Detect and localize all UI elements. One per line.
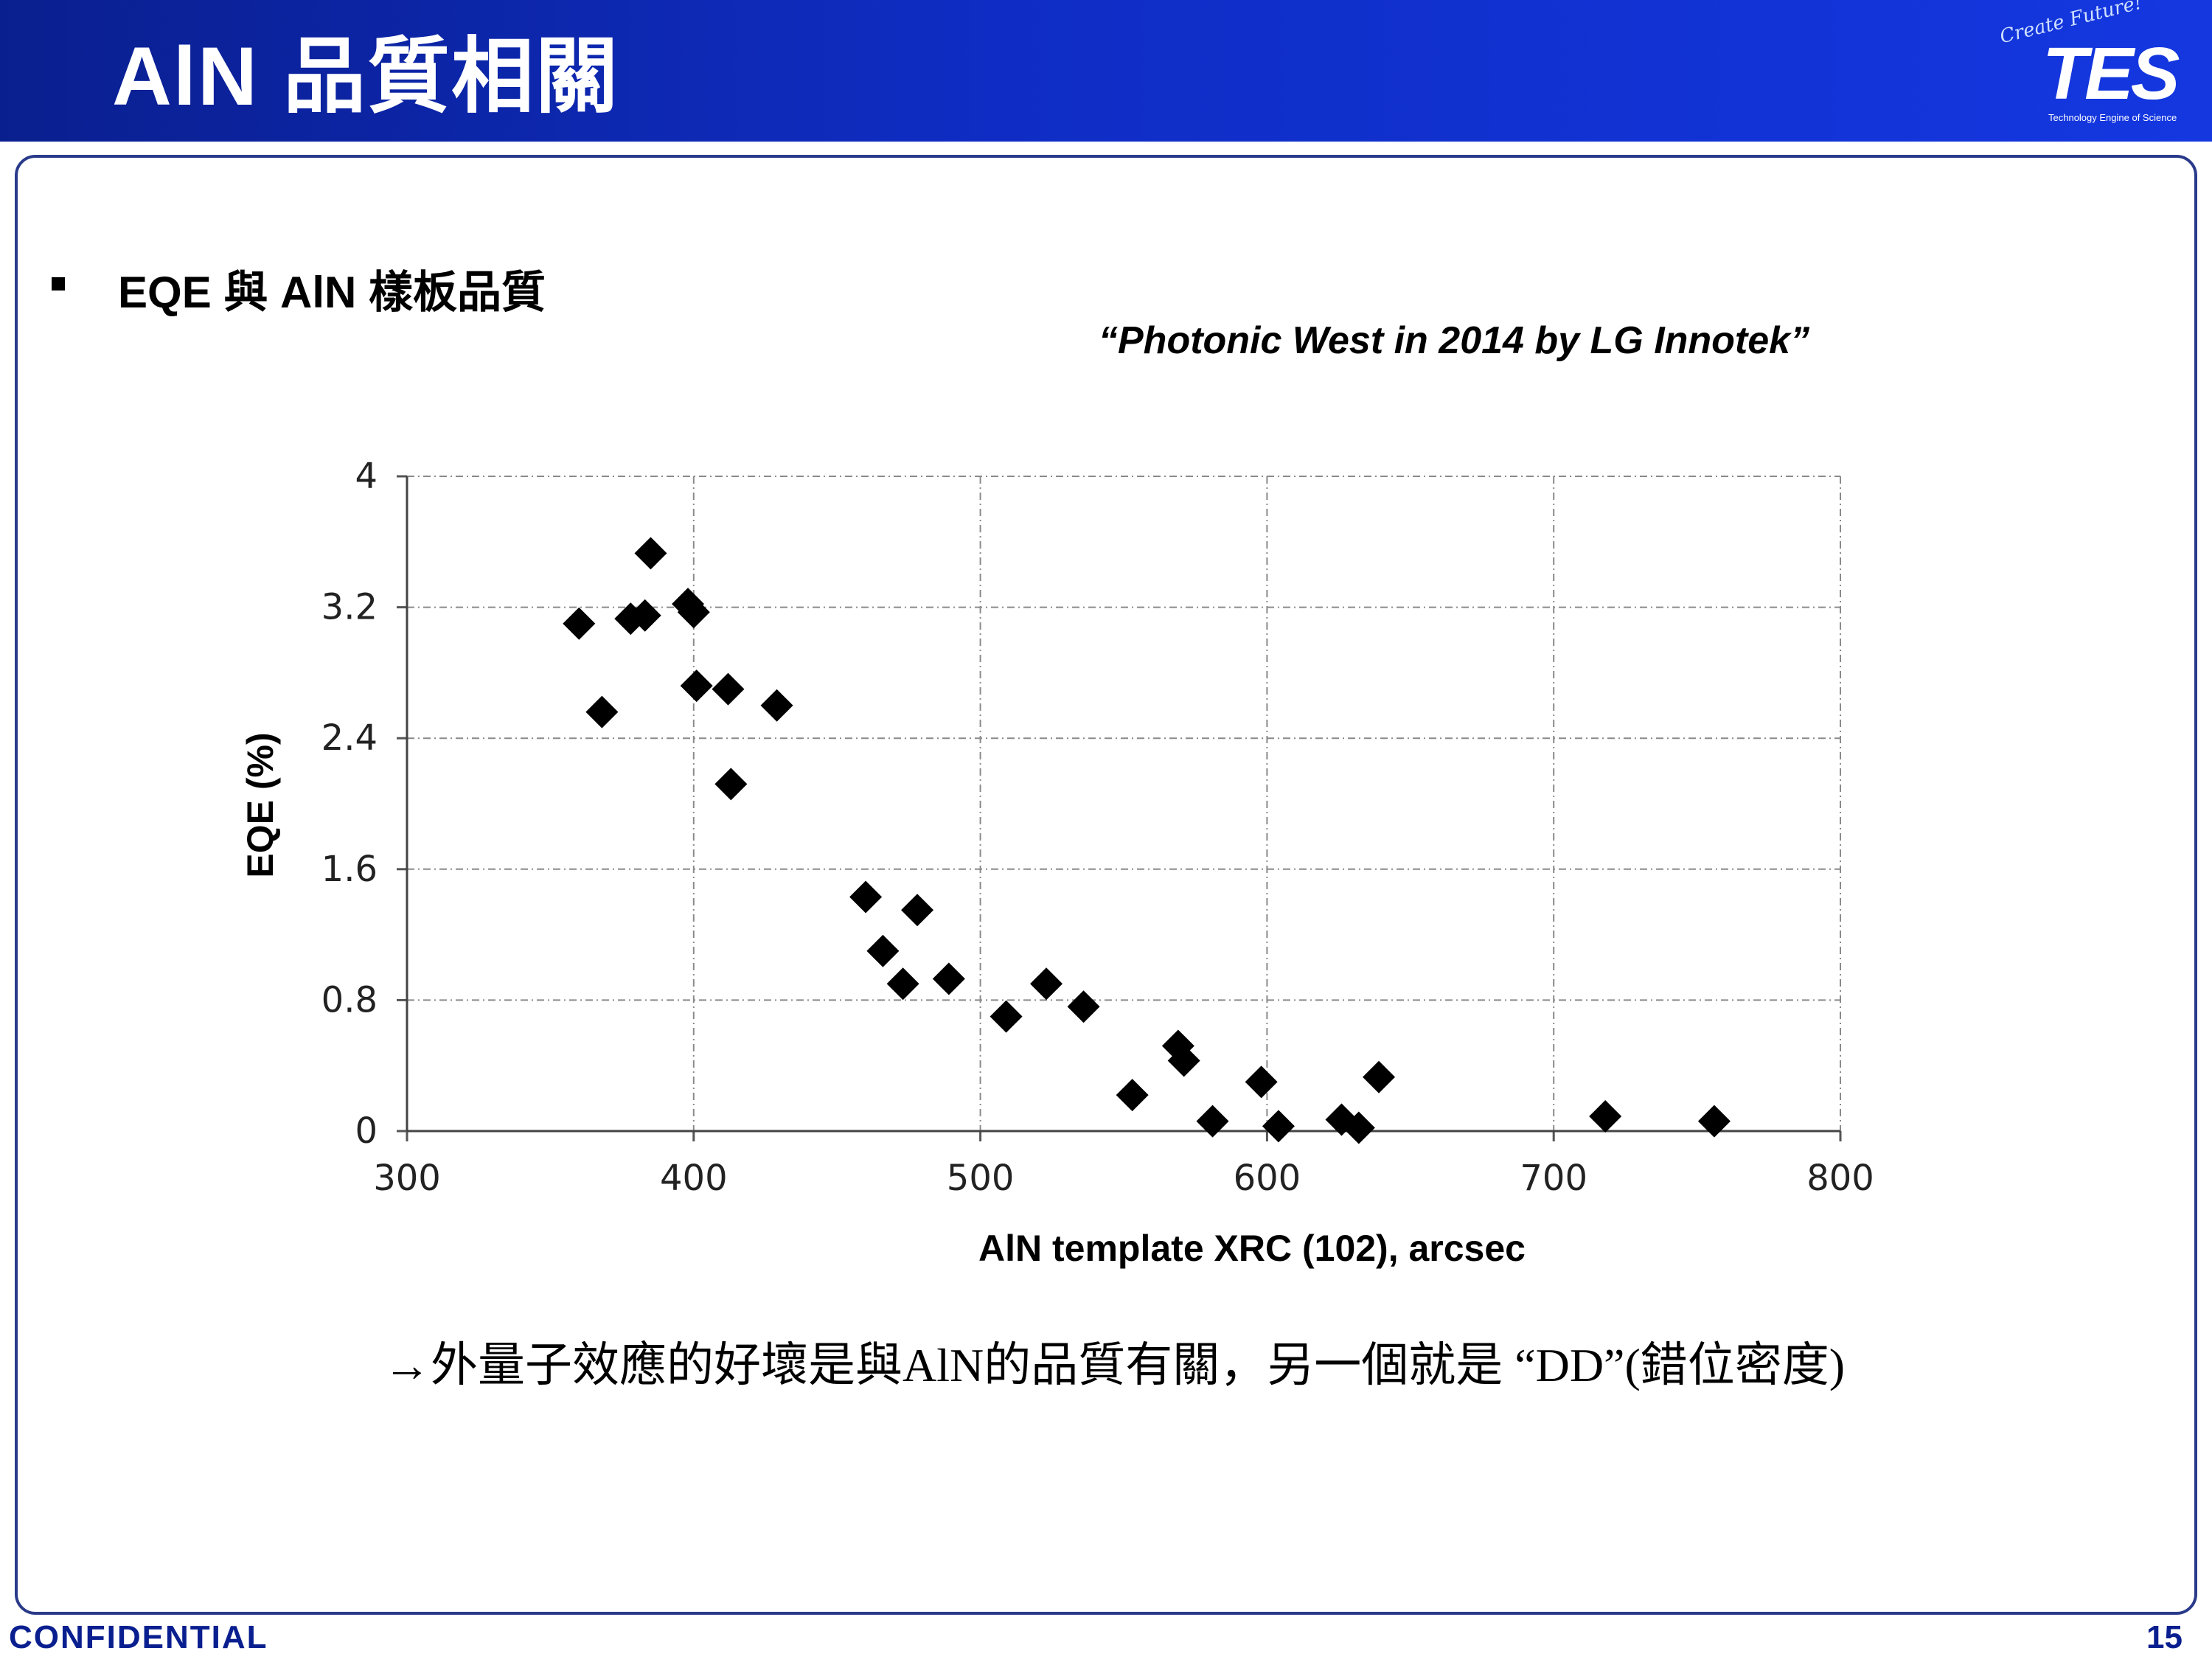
y-axis-title: EQE (%) [240, 732, 281, 877]
data-point [1067, 990, 1100, 1023]
content-panel [15, 155, 2197, 1615]
data-point [677, 596, 710, 629]
eqe-scatter-chart: 0 0.8 1.6 2.4 3.2 4 300 400 500 600 700 800 AlN te… [240, 456, 1874, 1269]
x-tick-labels: 300 400 500 600 700 800 [373, 1158, 1874, 1199]
data-point [1262, 1110, 1295, 1143]
data-point [886, 967, 919, 1001]
chart-grid [406, 476, 1841, 1132]
x-tick-label: 500 [947, 1158, 1015, 1199]
x-tick-label: 800 [1806, 1158, 1874, 1199]
conclusion-text: →外量子效應的好壞是與AlN的品質有關，另一個就是 “DD”(錯位密度) [383, 1339, 1846, 1391]
data-point [634, 537, 667, 570]
data-point [714, 768, 748, 801]
data-point [1161, 1029, 1194, 1062]
data-point [1342, 1111, 1375, 1144]
y-tick-label: 0.8 [321, 979, 378, 1020]
data-point [1589, 1100, 1622, 1133]
slide-title: AlN 品質相關 [112, 30, 619, 122]
data-point [901, 894, 934, 927]
data-point [866, 934, 900, 967]
data-point [1697, 1105, 1731, 1138]
logo-mark: TES [2042, 32, 2180, 115]
data-point [1196, 1105, 1229, 1138]
page-number: 15 [2146, 1619, 2183, 1655]
x-axis-title: AlN template XRC (102), arcsec [978, 1228, 1526, 1269]
x-tick-label: 700 [1520, 1158, 1587, 1199]
data-point [760, 689, 793, 722]
data-point [585, 695, 619, 728]
data-point [1363, 1060, 1396, 1093]
data-point [990, 1000, 1023, 1033]
data-point [628, 599, 661, 632]
x-tick-label: 600 [1234, 1158, 1301, 1199]
bullet-heading: EQE 與 AlN 樣板品質 [118, 268, 546, 317]
tes-logo: Create Future! TES Technology Engine of … [1997, 0, 2197, 128]
x-tick-label: 400 [660, 1158, 728, 1199]
data-point [1167, 1044, 1200, 1077]
source-citation: “Photonic West in 2014 by LG Innotek” [1099, 319, 1810, 362]
y-tick-label: 2.4 [321, 717, 378, 759]
title-bar: AlN 品質相關 Create Future! TES Technology E… [0, 0, 2212, 142]
data-point [712, 672, 745, 706]
chart-axes [397, 475, 1842, 1141]
bullet-square-icon [52, 277, 65, 291]
y-tick-labels: 0 0.8 1.6 2.4 3.2 4 [321, 456, 378, 1152]
confidential-label: CONFIDENTIAL [9, 1619, 268, 1655]
data-points [563, 537, 1731, 1144]
y-tick-label: 4 [355, 456, 378, 497]
logo-tagline: Technology Engine of Science [2048, 112, 2177, 123]
data-point [563, 607, 596, 640]
data-point [680, 669, 713, 703]
x-tick-label: 300 [373, 1158, 441, 1199]
data-point [1245, 1065, 1278, 1099]
y-tick-label: 0 [355, 1110, 378, 1152]
y-tick-label: 3.2 [321, 587, 378, 628]
y-tick-label: 1.6 [321, 849, 378, 890]
data-point [849, 880, 883, 914]
data-point [1030, 967, 1063, 1001]
data-point [1116, 1079, 1149, 1112]
data-point [932, 962, 965, 995]
